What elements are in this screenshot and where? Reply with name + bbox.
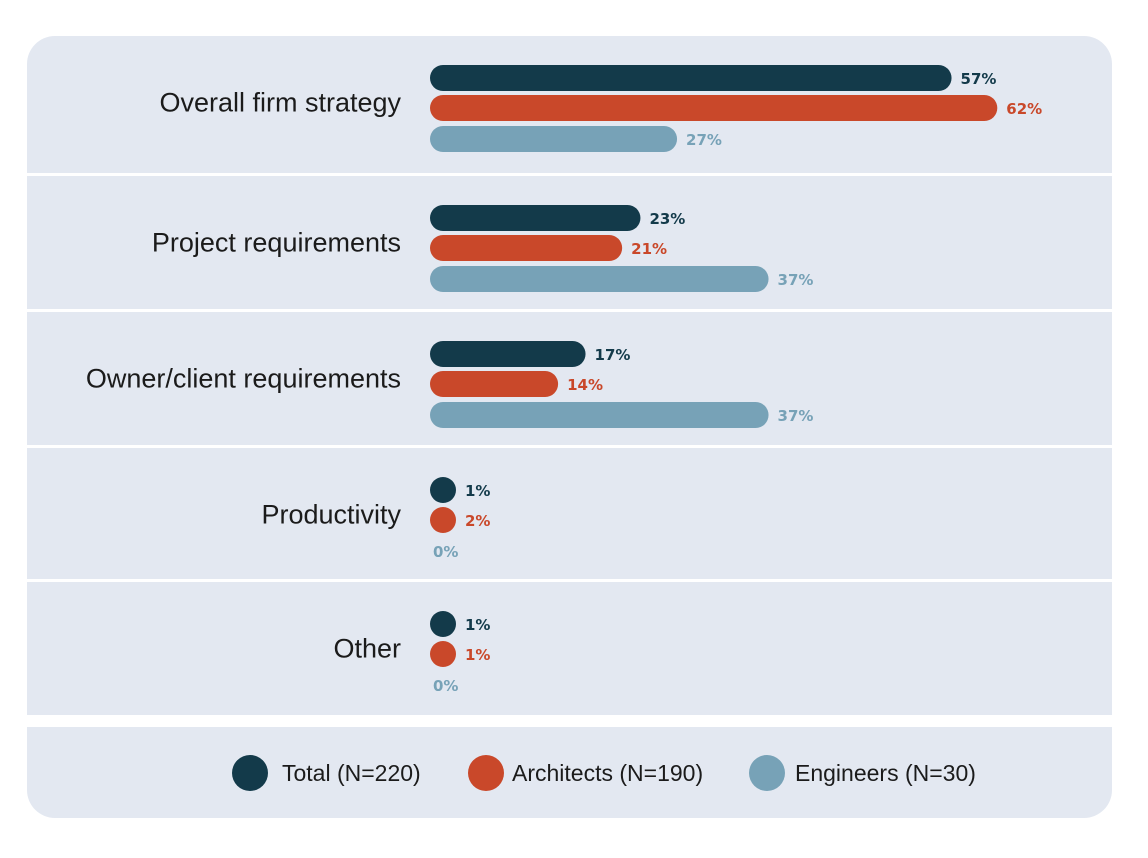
bar-other-architects: [430, 641, 456, 667]
legend-swatch-engineers: [749, 755, 785, 791]
category-label-other: Other: [333, 634, 401, 664]
group-divider: [27, 309, 1112, 312]
legend-swatch-architects: [468, 755, 504, 791]
value-label-project-requirements-engineers: 37%: [778, 271, 814, 289]
legend-label-architects: Architects (N=190): [512, 760, 703, 786]
value-label-productivity-architects: 2%: [465, 512, 490, 530]
legend-label-total: Total (N=220): [282, 760, 421, 786]
legend: Total (N=220) Architects (N=190) Engineers…: [232, 755, 976, 791]
legend-divider: [27, 715, 1112, 727]
value-label-other-total: 1%: [465, 616, 490, 634]
bar-overall-firm-strategy-total: [430, 65, 952, 91]
value-label-owner-client-requirements-architects: 14%: [567, 376, 603, 394]
bar-productivity-total: [430, 477, 456, 503]
bar-project-requirements-architects: [430, 235, 623, 261]
value-label-project-requirements-total: 23%: [649, 210, 685, 228]
group-divider: [27, 173, 1112, 176]
bar-overall-firm-strategy-engineers: [430, 126, 678, 152]
group-divider: [27, 445, 1112, 448]
bar-project-requirements-total: [430, 205, 641, 231]
bar-owner-client-requirements-total: [430, 341, 586, 367]
category-label-overall-firm-strategy: Overall firm strategy: [159, 88, 401, 118]
value-label-project-requirements-architects: 21%: [631, 240, 667, 258]
bar-owner-client-requirements-architects: [430, 371, 559, 397]
value-label-other-engineers: 0%: [433, 677, 458, 695]
value-label-productivity-engineers: 0%: [433, 543, 458, 561]
value-label-overall-firm-strategy-architects: 62%: [1006, 100, 1042, 118]
bar-overall-firm-strategy-architects: [430, 95, 998, 121]
category-label-project-requirements: Project requirements: [152, 228, 401, 258]
category-label-productivity: Productivity: [261, 500, 401, 530]
value-label-overall-firm-strategy-engineers: 27%: [686, 131, 722, 149]
bar-productivity-architects: [430, 507, 456, 533]
value-label-other-architects: 1%: [465, 646, 490, 664]
category-labels: Overall firm strategy Project requirement…: [86, 88, 402, 664]
bar-project-requirements-engineers: [430, 266, 769, 292]
value-labels: 57% 62% 27% 23% 21% 37% 17% 14% 37% 1% 2% 0% 1% 1% 0%: [433, 70, 1042, 695]
legend-label-engineers: Engineers (N=30): [795, 760, 976, 786]
group-divider: [27, 579, 1112, 582]
value-label-overall-firm-strategy-total: 57%: [961, 70, 997, 88]
category-label-owner-client-requirements: Owner/client requirements: [86, 364, 401, 394]
legend-swatch-total: [232, 755, 268, 791]
bar-other-total: [430, 611, 456, 637]
value-label-owner-client-requirements-engineers: 37%: [778, 407, 814, 425]
value-label-owner-client-requirements-total: 17%: [595, 346, 631, 364]
value-label-productivity-total: 1%: [465, 482, 490, 500]
bar-owner-client-requirements-engineers: [430, 402, 769, 428]
bars: [430, 65, 998, 667]
